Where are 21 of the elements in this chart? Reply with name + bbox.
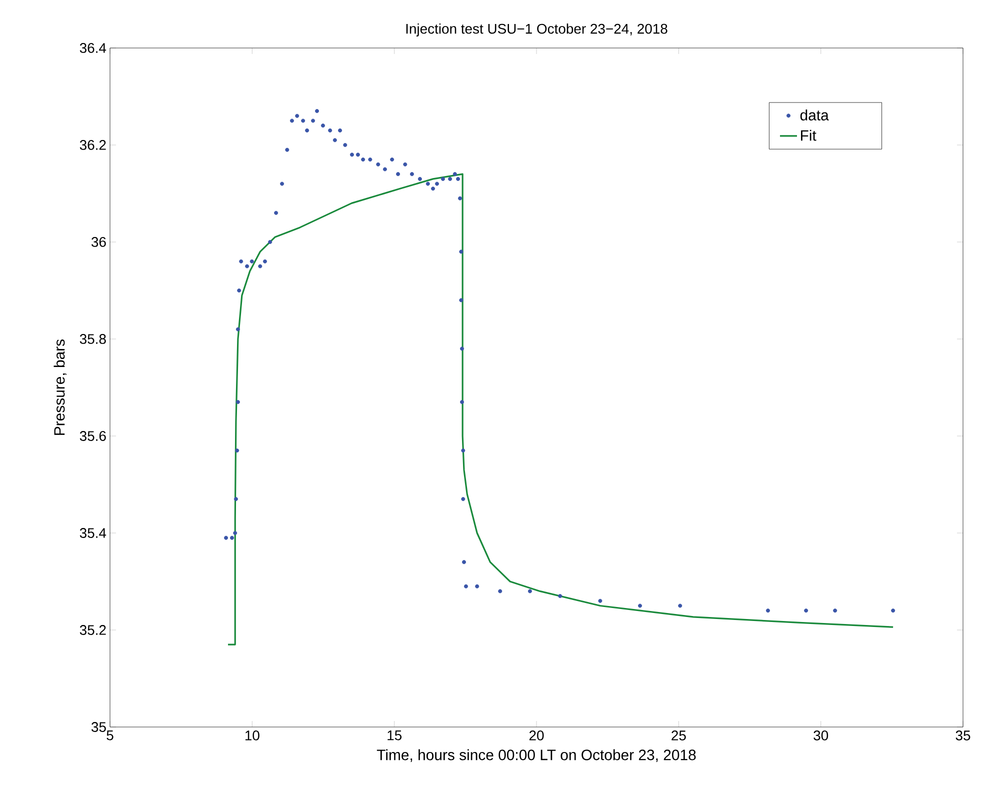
y-tick-label: 36 [92,237,106,247]
x-tick-label: 30 [814,730,828,740]
y-tick-label: 35 [92,722,106,732]
x-axis-title: Time, hours since 00:00 LT on October 23, 2018 [376,749,696,762]
x-tick-label: 25 [672,730,686,740]
x-tick-label: 20 [529,730,544,740]
line-series [227,173,894,646]
y-tick-label: 36.4 [80,43,106,53]
legend-label: data [800,110,829,120]
chart-title: Injection test USU−1 October 23−24, 2018 [406,23,668,36]
y-tick-label: 35.4 [80,528,106,538]
y-tick-label: 35.8 [80,334,106,344]
x-tick-label: 10 [245,730,260,740]
x-tick-label: 35 [956,730,970,740]
y-axis-title: Pressure, bars [54,339,66,435]
x-tick-label: 5 [106,730,114,740]
x-tick-label: 15 [388,730,402,740]
y-tick-label: 35.6 [80,431,106,441]
y-tick-label: 36.2 [80,140,106,150]
legend-label: Fit [801,130,816,141]
y-tick-label: 35.2 [80,625,106,635]
